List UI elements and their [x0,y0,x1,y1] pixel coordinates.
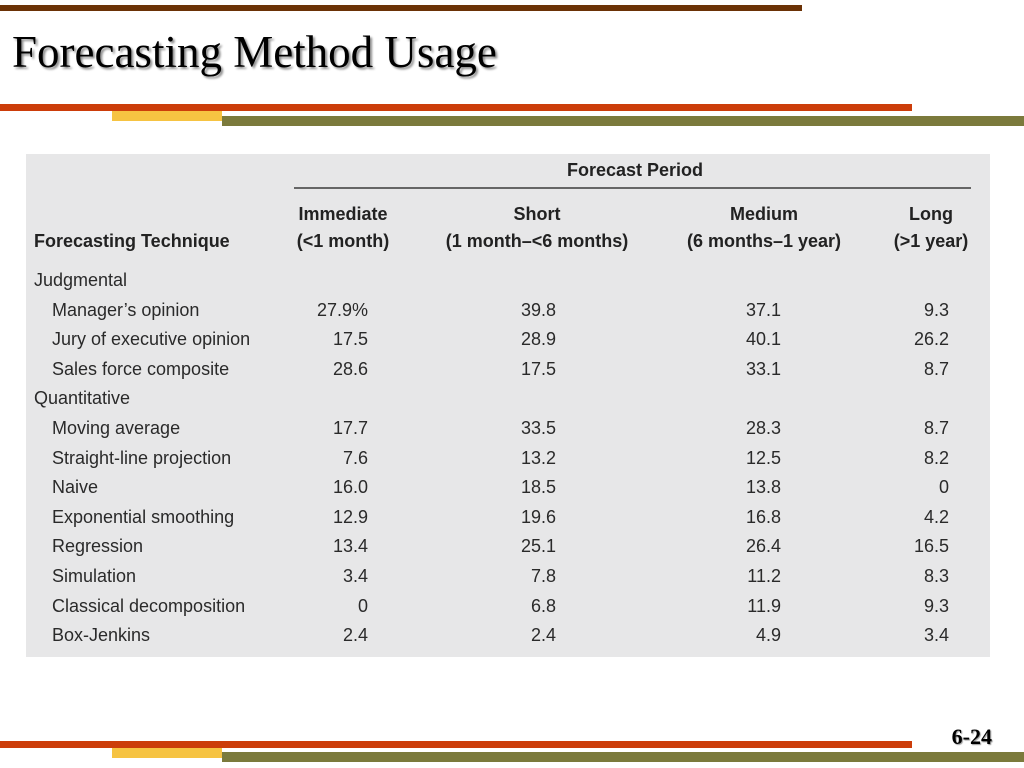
col-short-line1: Short [513,204,561,224]
value-cell: 11.2 [747,566,781,586]
value-cell: 37.1 [745,299,781,320]
upper-orange-bar [0,104,912,111]
value-cell: 4.2 [923,506,949,527]
value-cell: 2.4 [342,625,368,646]
col-immediate-line1: Immediate [298,204,388,224]
value-cell: 17.5 [520,358,556,379]
lower-orange-bar [0,741,912,748]
row-label: Classical decomposition [52,595,246,616]
value-cell: 11.9 [747,595,781,616]
value-cell: 17.7 [332,418,368,438]
value-cell: 2.4 [530,625,556,646]
value-cell: 7.6 [342,447,368,468]
value-cell: 19.6 [520,506,556,527]
value-cell: 0 [357,595,368,616]
value-cell: 3.4 [342,566,368,586]
value-cell: 6.8 [530,595,556,616]
upper-yellow-bar [112,111,222,121]
value-cell: 8.7 [923,358,949,379]
forecast-period-header: Forecast Period [567,160,704,180]
value-cell: 33.1 [745,358,781,379]
technique-header: Forecasting Technique [34,231,230,251]
value-cell: 13.4 [332,536,368,557]
row-label: Regression [52,536,144,557]
value-cell: 8.2 [923,447,949,468]
value-cell: 3.4 [923,625,949,646]
row-label: Simulation [52,566,137,586]
value-cell: 40.1 [745,329,781,350]
slide-title: Forecasting Method Usage [12,27,497,77]
row-label: Naive [52,477,99,498]
value-cell: 16.0 [332,477,368,498]
value-cell: 9.3 [923,299,949,320]
value-cell: 9.3 [923,595,949,616]
value-cell: 8.3 [923,566,949,586]
row-label: Exponential smoothing [52,506,235,527]
value-cell: 26.4 [745,536,781,557]
value-cell: 4.9 [755,625,781,646]
value-cell: 13.2 [520,447,556,468]
value-cell: 25.1 [520,536,556,557]
value-cell: 27.9% [316,299,368,320]
forecast-table: Forecast Period Immediate (<1 month) Sho… [26,154,990,657]
row-label: Sales force composite [52,358,230,379]
value-cell: 12.9 [332,506,368,527]
row-label: Jury of executive opinion [52,329,251,350]
value-cell: 28.3 [745,418,781,438]
value-cell: 39.8 [520,299,556,320]
row-label: Straight-line projection [52,447,232,468]
col-long-line1: Long [909,204,953,224]
row-label: Manager’s opinion [52,299,200,320]
lower-olive-bar [222,752,1024,762]
value-cell: 26.2 [913,329,949,350]
upper-olive-bar [222,116,1024,126]
value-cell: 8.7 [923,418,949,438]
value-cell: 17.5 [332,329,368,350]
value-cell: 16.5 [913,536,949,557]
top-brown-bar [0,5,802,11]
group-label: Judgmental [34,270,128,290]
col-immediate-line2: (<1 month) [296,231,390,251]
col-short-line2: (1 month–<6 months) [445,231,629,251]
value-cell: 28.6 [332,358,368,379]
row-label: Moving average [52,418,181,438]
col-medium-line1: Medium [729,204,798,224]
col-long-line2: (>1 year) [893,231,969,251]
value-cell: 7.8 [530,566,556,586]
lower-yellow-bar [112,748,222,758]
value-cell: 16.8 [745,506,781,527]
value-cell: 13.8 [745,477,781,498]
value-cell: 18.5 [520,477,556,498]
page-number: 6-24 [951,724,992,749]
value-cell: 33.5 [520,418,556,438]
value-cell: 28.9 [520,329,556,350]
row-label: Box-Jenkins [52,625,151,646]
col-medium-line2: (6 months–1 year) [686,231,842,251]
group-label: Quantitative [34,388,131,409]
value-cell: 12.5 [745,447,781,468]
period-header-rule [294,187,971,189]
value-cell: 0 [938,477,949,498]
